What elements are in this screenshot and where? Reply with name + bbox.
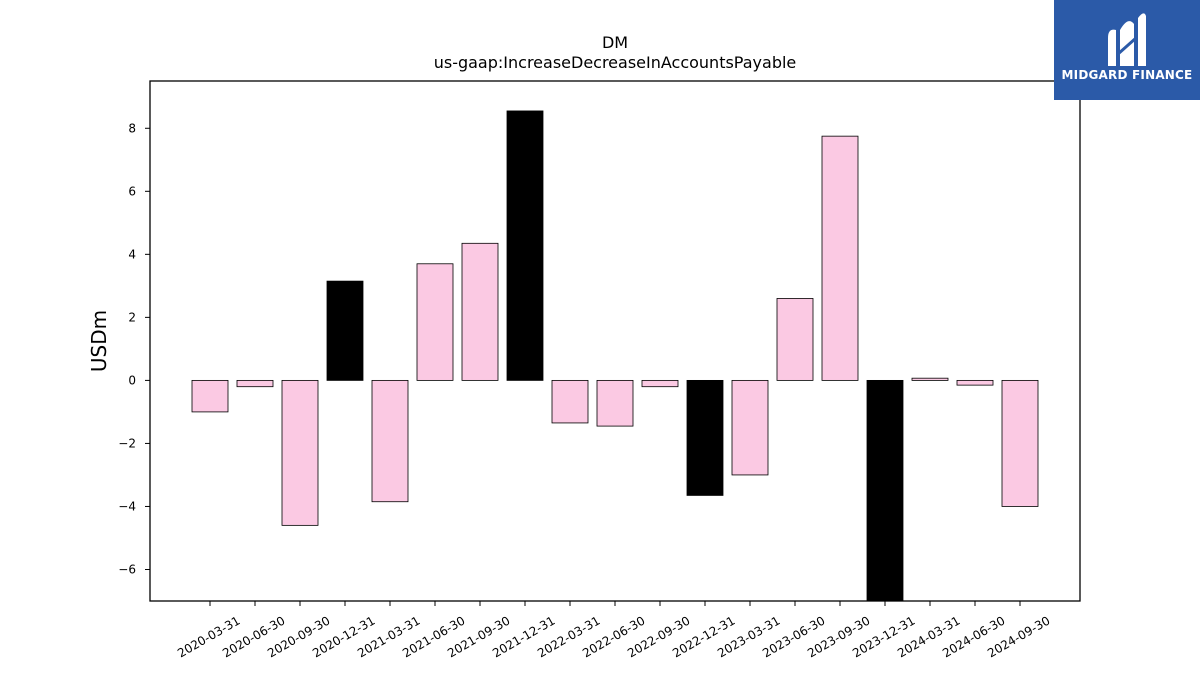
bar-2023-09-30 bbox=[821, 135, 859, 381]
plot-frame bbox=[149, 80, 1081, 602]
bar-2022-03-31 bbox=[551, 379, 589, 424]
bar-2020-06-30 bbox=[236, 379, 274, 388]
y-ticks: −6 −4 −2 0 2 4 6 8 bbox=[118, 121, 150, 576]
bar-2024-03-31 bbox=[911, 377, 949, 381]
bar-2020-12-31 bbox=[326, 280, 364, 381]
y-axis-label: USDm bbox=[87, 310, 111, 372]
bar-2022-12-31 bbox=[686, 379, 724, 496]
x-ticks: 2020-03-312020-06-302020-09-302020-12-31… bbox=[175, 601, 1053, 660]
brand-logo: MIDGARD FINANCE bbox=[1054, 0, 1200, 100]
y-tick-label: 0 bbox=[128, 373, 136, 387]
bar-2022-09-30 bbox=[641, 379, 679, 388]
bar-2021-12-31 bbox=[506, 110, 544, 381]
bar-2024-06-30 bbox=[956, 379, 994, 386]
bar-2022-06-30 bbox=[596, 379, 634, 427]
bar-2023-03-31 bbox=[731, 379, 769, 476]
y-tick-label: 2 bbox=[128, 310, 136, 324]
y-tick-label: 4 bbox=[128, 247, 136, 261]
bar-2024-09-30 bbox=[1001, 379, 1039, 507]
brand-name: MIDGARD FINANCE bbox=[1061, 68, 1193, 82]
bar-2020-03-31 bbox=[191, 379, 229, 413]
bar-2021-03-31 bbox=[371, 379, 409, 503]
y-tick-label: −4 bbox=[118, 499, 136, 513]
chart-title: DM bbox=[602, 33, 628, 52]
chart-subtitle: us-gaap:IncreaseDecreaseInAccountsPayabl… bbox=[434, 53, 797, 72]
y-tick-label: 6 bbox=[128, 184, 136, 198]
bar-2023-12-31 bbox=[866, 379, 904, 602]
bar-2020-09-30 bbox=[281, 379, 319, 526]
y-tick-label: −6 bbox=[118, 562, 136, 576]
bars-layer bbox=[191, 110, 1039, 602]
y-tick-label: −2 bbox=[118, 436, 136, 450]
y-tick-label: 8 bbox=[128, 121, 136, 135]
midgard-logo-icon bbox=[1108, 13, 1146, 66]
bar-2023-06-30 bbox=[776, 298, 814, 381]
bar-2021-06-30 bbox=[416, 263, 454, 381]
bar-2021-09-30 bbox=[461, 242, 499, 381]
